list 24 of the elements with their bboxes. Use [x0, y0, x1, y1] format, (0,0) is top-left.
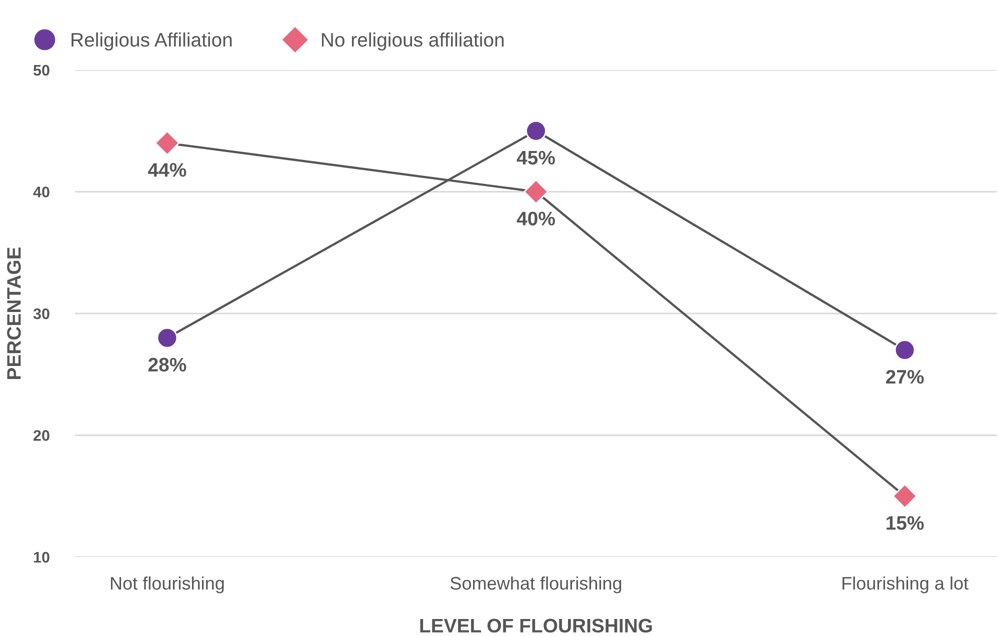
point: [894, 340, 916, 360]
data-label: 45%: [516, 150, 555, 165]
point: [526, 120, 546, 142]
y-tick-label: 30: [33, 308, 50, 320]
x-axis-title: LEVEL OF FLOURISHING: [420, 618, 652, 633]
x-tick-label: Flourishing a lot: [842, 576, 968, 594]
y-tick-label: 50: [33, 64, 50, 76]
y-tick-label: 10: [34, 552, 50, 563]
x-tick-label: Somewhat flourishing: [450, 576, 622, 594]
data-label: 28%: [148, 358, 186, 372]
x-tick-label: Not flourishing: [110, 576, 224, 594]
legend-label: Religious Affiliation: [72, 32, 232, 51]
data-label: 44%: [148, 163, 186, 177]
point: [154, 130, 180, 156]
y-tick-label: 40: [33, 186, 50, 198]
point: [524, 179, 548, 204]
point: [892, 484, 918, 509]
data-label: 40%: [516, 212, 555, 226]
point: [156, 327, 178, 348]
data-label: 27%: [886, 370, 924, 384]
y-tick-label: 20: [34, 430, 50, 441]
y-axis-title: PERCENTAGE: [7, 247, 21, 380]
legend-label: No religious affiliation: [322, 32, 504, 51]
data-label: 15%: [886, 516, 924, 530]
